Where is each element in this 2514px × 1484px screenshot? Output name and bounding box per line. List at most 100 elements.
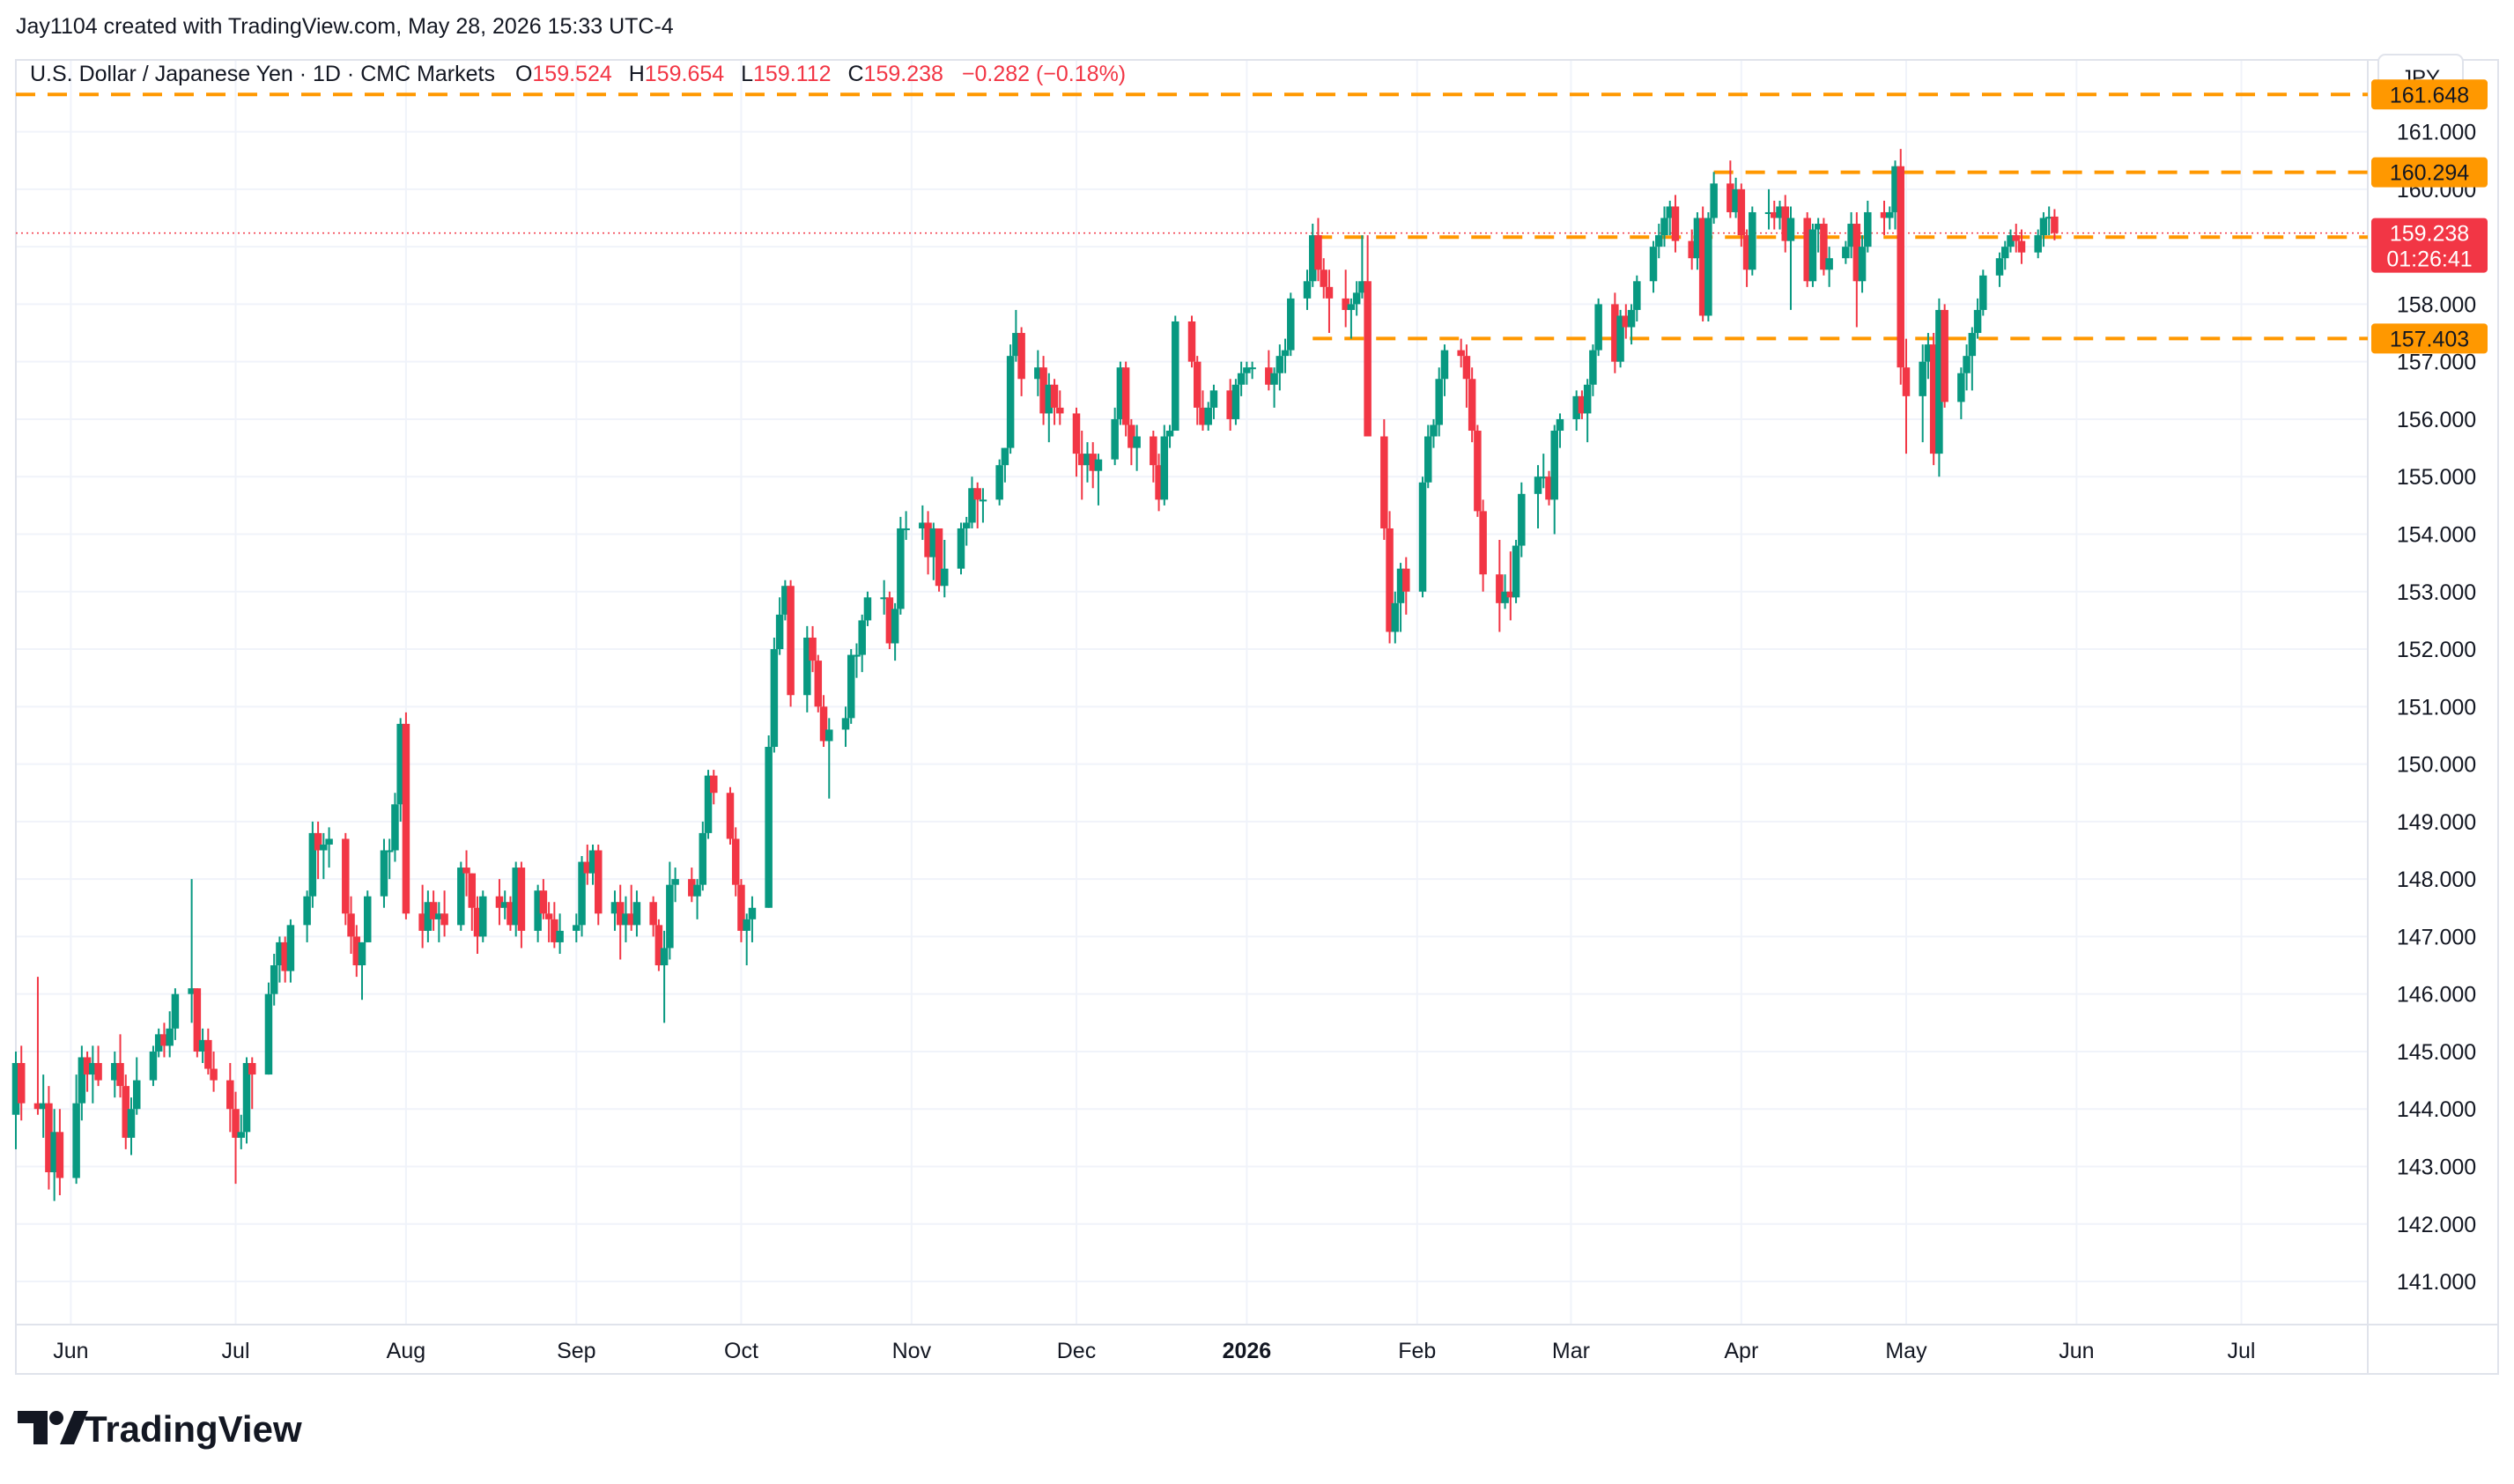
candle[interactable]: [1012, 309, 1020, 362]
candle[interactable]: [429, 890, 438, 931]
candle[interactable]: [1506, 551, 1515, 621]
candle[interactable]: [1842, 240, 1850, 264]
candle[interactable]: [1572, 390, 1580, 432]
candle[interactable]: [1275, 344, 1284, 391]
candle[interactable]: [1616, 309, 1624, 368]
candle[interactable]: [1001, 447, 1009, 483]
candle[interactable]: [1825, 247, 1833, 287]
candle[interactable]: [1671, 195, 1680, 253]
candle[interactable]: [1924, 333, 1933, 380]
candle[interactable]: [1320, 258, 1327, 299]
candle[interactable]: [573, 913, 580, 942]
candle[interactable]: [1199, 390, 1207, 432]
candle[interactable]: [1749, 206, 1756, 276]
candle[interactable]: [1633, 275, 1641, 321]
candle[interactable]: [1512, 540, 1520, 603]
candle[interactable]: [671, 868, 679, 903]
candle[interactable]: [1979, 269, 1987, 316]
candle[interactable]: [1929, 333, 1938, 466]
candle[interactable]: [232, 1091, 240, 1185]
candle[interactable]: [632, 890, 641, 937]
candle[interactable]: [1089, 442, 1097, 489]
candle[interactable]: [473, 896, 482, 954]
candle[interactable]: [1133, 425, 1141, 471]
candle[interactable]: [578, 856, 586, 937]
candle[interactable]: [787, 580, 795, 707]
candle[interactable]: [1583, 379, 1592, 443]
candle[interactable]: [50, 1109, 58, 1201]
candle[interactable]: [1814, 218, 1823, 253]
candle[interactable]: [1325, 269, 1334, 334]
candle[interactable]: [1556, 413, 1564, 448]
candle[interactable]: [1039, 356, 1047, 425]
candle[interactable]: [435, 902, 443, 942]
candle[interactable]: [1649, 240, 1658, 293]
candle[interactable]: [347, 896, 355, 954]
candle[interactable]: [853, 643, 861, 678]
candle[interactable]: [358, 941, 366, 1000]
candle[interactable]: [1352, 281, 1361, 316]
candle[interactable]: [660, 930, 669, 1023]
candle[interactable]: [704, 770, 713, 839]
candle[interactable]: [1550, 425, 1558, 535]
candle[interactable]: [33, 977, 42, 1115]
candle[interactable]: [1468, 367, 1476, 443]
candle[interactable]: [1660, 206, 1668, 247]
candle[interactable]: [364, 890, 372, 942]
candle[interactable]: [935, 528, 943, 592]
candle[interactable]: [1902, 338, 1911, 454]
candle[interactable]: [248, 1057, 256, 1110]
candle[interactable]: [1386, 511, 1394, 644]
candle[interactable]: [418, 884, 426, 949]
candle[interactable]: [11, 1051, 20, 1149]
candle[interactable]: [583, 844, 592, 885]
candle[interactable]: [1116, 361, 1125, 425]
candle[interactable]: [78, 1045, 86, 1121]
candle[interactable]: [39, 1074, 48, 1138]
candle[interactable]: [314, 821, 322, 880]
candle[interactable]: [320, 832, 328, 880]
candle[interactable]: [1281, 338, 1290, 373]
candle[interactable]: [1897, 149, 1904, 385]
candle[interactable]: [941, 540, 949, 598]
candle[interactable]: [193, 988, 202, 1058]
candle[interactable]: [2051, 209, 2059, 240]
candle[interactable]: [1518, 482, 1526, 557]
candle[interactable]: [1231, 379, 1240, 425]
candle[interactable]: [1847, 211, 1855, 259]
candle[interactable]: [1270, 367, 1278, 408]
candle[interactable]: [1342, 269, 1349, 328]
candle[interactable]: [479, 890, 487, 942]
candle[interactable]: [154, 1028, 163, 1058]
candle[interactable]: [627, 884, 635, 931]
candle[interactable]: [825, 718, 833, 799]
candle[interactable]: [1776, 200, 1784, 230]
candle[interactable]: [2044, 206, 2053, 236]
candle[interactable]: [83, 1051, 92, 1092]
candle[interactable]: [1358, 235, 1366, 299]
candle[interactable]: [1017, 327, 1025, 396]
candle[interactable]: [380, 838, 388, 908]
candle[interactable]: [731, 827, 740, 897]
candle[interactable]: [424, 890, 433, 942]
candle[interactable]: [166, 1011, 174, 1058]
candle[interactable]: [1727, 160, 1734, 218]
candle[interactable]: [270, 953, 278, 1006]
candle[interactable]: [885, 591, 894, 650]
candle[interactable]: [116, 1034, 124, 1098]
candle[interactable]: [462, 850, 470, 897]
candle[interactable]: [171, 988, 180, 1040]
candle[interactable]: [1380, 418, 1388, 541]
candle[interactable]: [973, 482, 981, 528]
candle[interactable]: [2007, 229, 2015, 253]
candle[interactable]: [1248, 361, 1256, 380]
candle[interactable]: [352, 925, 361, 978]
candle[interactable]: [897, 516, 905, 615]
candle[interactable]: [1111, 407, 1119, 466]
candle[interactable]: [1165, 425, 1174, 448]
candle[interactable]: [1226, 379, 1234, 432]
candle[interactable]: [1852, 211, 1861, 328]
candle[interactable]: [654, 919, 663, 971]
candle[interactable]: [962, 516, 971, 546]
